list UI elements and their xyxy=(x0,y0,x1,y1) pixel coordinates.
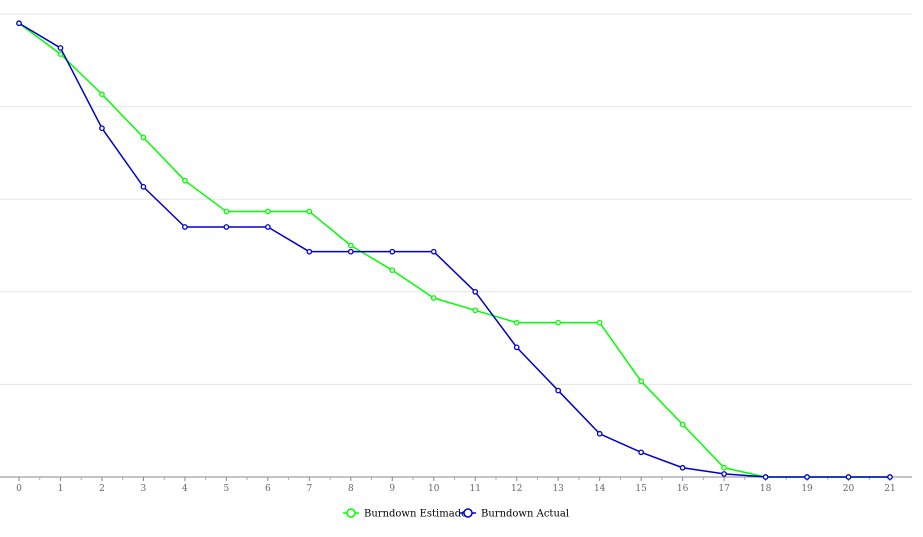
legend-item-0[interactable]: Burndown Estimado xyxy=(343,508,467,520)
series-1-point-7 xyxy=(306,248,313,255)
x-tick-label: 10 xyxy=(428,484,440,494)
x-tick-label: 21 xyxy=(884,484,895,494)
x-tick-label: 7 xyxy=(306,484,312,494)
series-1-point-1 xyxy=(57,45,64,51)
series-1-point-16 xyxy=(679,464,686,471)
series-1-point-11 xyxy=(472,288,479,295)
series-0-point-1 xyxy=(57,51,64,57)
series-line-1 xyxy=(18,22,890,478)
x-tick-label: 20 xyxy=(843,484,855,494)
legend[interactable]: Burndown Estimado Burndown Actual xyxy=(343,508,569,520)
series-0-point-4 xyxy=(182,177,188,184)
series-1-point-18 xyxy=(762,474,769,480)
series-1-point-4 xyxy=(182,224,188,230)
x-tick-label: 4 xyxy=(182,484,188,494)
x-tick-label: 8 xyxy=(348,484,354,494)
series-0-point-16 xyxy=(679,421,686,428)
series-1-point-13 xyxy=(555,387,562,394)
x-tick-label: 17 xyxy=(718,484,730,494)
series-0-point-12 xyxy=(513,319,520,326)
series-0-point-2 xyxy=(99,91,105,98)
series-line-0 xyxy=(18,22,890,478)
series-1-point-6 xyxy=(265,224,271,230)
series-1-point-0 xyxy=(16,20,22,27)
series-0-point-8 xyxy=(347,242,354,249)
x-tick-label: 3 xyxy=(141,484,147,494)
x-tick-label: 11 xyxy=(470,484,481,494)
x-tick-label: 0 xyxy=(16,484,22,494)
series-0-point-5 xyxy=(223,208,230,215)
series-1-point-9 xyxy=(389,248,396,255)
x-tick-label: 14 xyxy=(594,484,606,494)
x-tick-label: 16 xyxy=(677,484,689,494)
x-tick-label: 13 xyxy=(552,484,564,494)
legend-item-1[interactable]: Burndown Actual xyxy=(460,508,569,520)
series-1-point-5 xyxy=(223,224,230,230)
series-0-point-6 xyxy=(265,208,271,215)
series-1-point-19 xyxy=(804,474,810,480)
series-1-point-2 xyxy=(99,125,105,132)
series-0-point-17 xyxy=(721,464,727,471)
legend-swatch-marker-0 xyxy=(346,508,356,518)
series-layer xyxy=(16,20,893,480)
series-0-point-10 xyxy=(430,295,437,301)
x-tick-label: 2 xyxy=(99,484,105,494)
legend-label-0: Burndown Estimado xyxy=(364,509,467,520)
x-axis: 0 1 2 3 4 5 6 7 8 9 10 11 12 13 14 15 16 17 18 19 20 21 xyxy=(0,476,912,494)
series-1-point-8 xyxy=(347,248,354,255)
series-1-point-20 xyxy=(845,474,852,480)
series-1-point-14 xyxy=(596,430,603,437)
series-0-point-14 xyxy=(596,319,603,326)
x-tick-label: 5 xyxy=(224,484,230,494)
series-1-point-17 xyxy=(721,471,727,477)
series-0-point-13 xyxy=(555,319,562,326)
x-tick-label: 1 xyxy=(58,484,64,494)
x-tick-label: 9 xyxy=(389,484,395,494)
x-tick-label: 15 xyxy=(635,484,647,494)
series-0-point-15 xyxy=(638,378,644,385)
series-1-point-15 xyxy=(638,449,644,456)
x-tick-label: 19 xyxy=(801,484,813,494)
series-1-point-21 xyxy=(887,474,893,480)
x-tick-label: 18 xyxy=(760,484,772,494)
series-0-point-11 xyxy=(472,307,479,314)
x-tick-label: 12 xyxy=(511,484,522,494)
legend-swatch-marker-1 xyxy=(463,508,473,518)
series-1-point-3 xyxy=(140,184,147,190)
series-1-point-10 xyxy=(430,248,437,255)
series-1-point-12 xyxy=(513,344,520,351)
legend-label-1: Burndown Actual xyxy=(481,509,569,520)
x-tick-label: 6 xyxy=(265,484,271,494)
series-0-point-7 xyxy=(306,208,313,215)
series-0-point-3 xyxy=(140,134,147,141)
series-0-point-9 xyxy=(389,267,396,274)
grid-layer xyxy=(0,13,912,385)
